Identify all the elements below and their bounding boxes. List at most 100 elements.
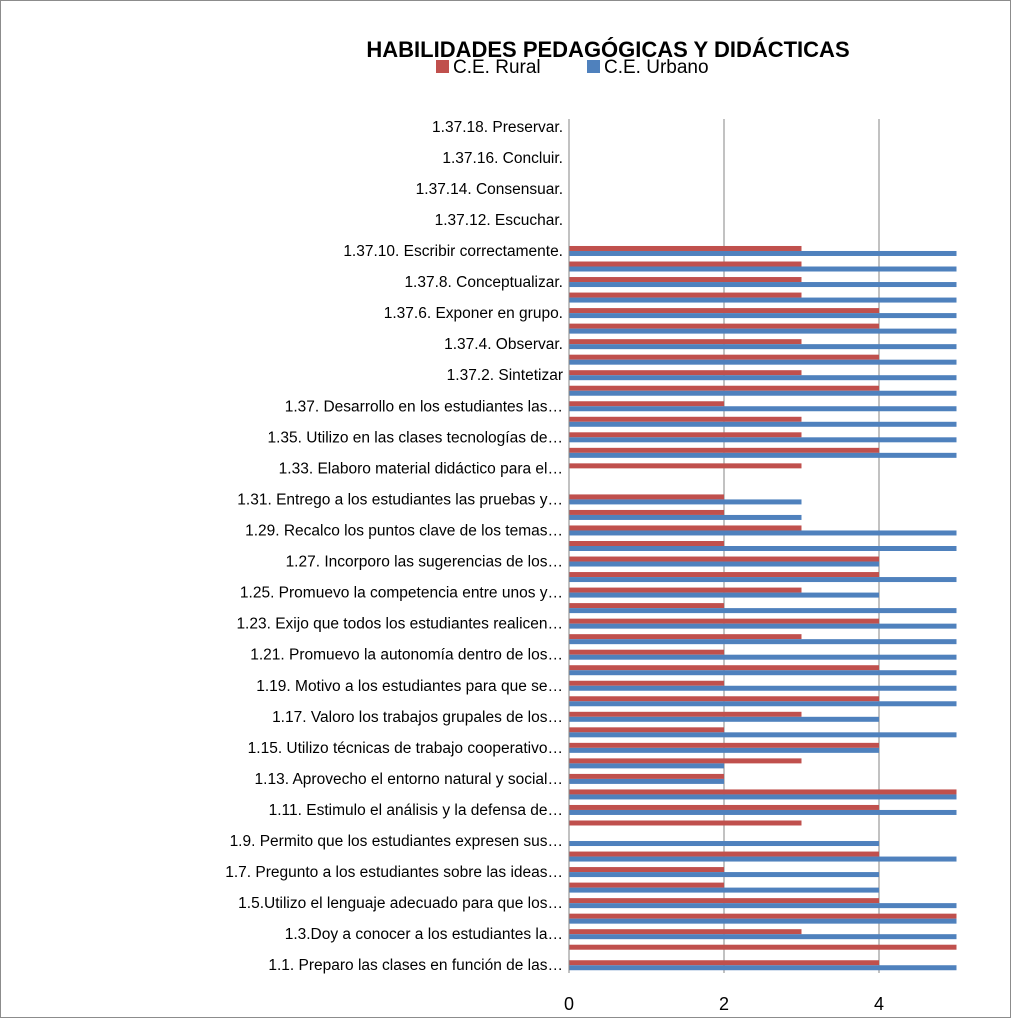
bar-rural-0 xyxy=(569,960,879,966)
bar-rural-26 xyxy=(569,556,879,562)
bar-rural-23 xyxy=(569,603,724,609)
bar-urbano-18 xyxy=(569,685,957,691)
x-tick-label: 2 xyxy=(719,994,729,1014)
bar-rural-43 xyxy=(569,292,802,298)
legend-swatch-urbano xyxy=(587,60,600,73)
bar-rural-17 xyxy=(569,696,879,702)
bar-urbano-20 xyxy=(569,654,957,660)
bar-urbano-19 xyxy=(569,670,957,676)
bar-urbano-23 xyxy=(569,608,957,614)
bar-rural-27 xyxy=(569,541,724,546)
bar-urbano-11 xyxy=(569,794,957,800)
bar-urbano-41 xyxy=(569,328,957,334)
bar-urbano-44 xyxy=(569,282,957,288)
bar-rural-4 xyxy=(569,898,879,904)
bar-urbano-35 xyxy=(569,421,957,427)
bar-rural-7 xyxy=(569,851,879,857)
category-label: 1.21. Promuevo la autonomía dentro de lo… xyxy=(250,647,563,664)
legend-label-rural: C.E. Rural xyxy=(453,57,541,78)
bar-rural-6 xyxy=(569,867,724,873)
bar-rural-32 xyxy=(569,463,802,469)
category-labels: 1.1. Preparo las clases en función de la… xyxy=(225,119,563,974)
bar-urbano-3 xyxy=(569,918,957,924)
bar-rural-22 xyxy=(569,618,879,624)
bar-urbano-24 xyxy=(569,592,879,598)
bar-rural-36 xyxy=(569,401,724,407)
bar-urbano-40 xyxy=(569,344,957,350)
bar-rural-15 xyxy=(569,727,724,733)
bar-urbano-17 xyxy=(569,701,957,707)
bar-urbano-12 xyxy=(569,778,724,784)
bar-rural-38 xyxy=(569,370,802,376)
bar-rural-9 xyxy=(569,820,802,826)
bar-rural-10 xyxy=(569,804,879,810)
bar-rural-19 xyxy=(569,665,879,671)
category-label: 1.37. Desarrollo en los estudiantes las… xyxy=(285,398,563,415)
category-label: 1.17. Valoro los trabajos grupales de lo… xyxy=(272,709,563,726)
category-label: 1.27. Incorporo las sugerencias de los… xyxy=(286,554,563,571)
category-label: 1.25. Promuevo la competencia entre unos… xyxy=(240,585,563,602)
category-label: 1.9. Permito que los estudiantes exprese… xyxy=(230,833,563,850)
category-label: 1.5.Utilizo el lenguaje adecuado para qu… xyxy=(238,895,563,912)
bar-urbano-29 xyxy=(569,514,802,520)
legend: C.E. Rural C.E. Urbano xyxy=(436,57,709,78)
bar-urbano-30 xyxy=(569,499,802,505)
bar-urbano-43 xyxy=(569,297,957,303)
bar-urbano-22 xyxy=(569,623,957,629)
bar-urbano-7 xyxy=(569,856,957,862)
bar-rural-34 xyxy=(569,432,802,438)
category-label: 1.37.16. Concluir. xyxy=(442,150,563,167)
bar-urbano-28 xyxy=(569,530,957,536)
bar-rural-11 xyxy=(569,789,957,795)
bar-rural-37 xyxy=(569,385,879,391)
bar-urbano-13 xyxy=(569,763,724,769)
category-label: 1.29. Recalco los puntos clave de los te… xyxy=(245,522,563,539)
bar-rural-20 xyxy=(569,649,724,655)
bar-rural-39 xyxy=(569,354,879,360)
bar-urbano-10 xyxy=(569,809,957,815)
category-label: 1.11. Estimulo el análisis y la defensa … xyxy=(269,802,563,819)
bar-urbano-46 xyxy=(569,250,957,256)
category-label: 1.37.14. Consensuar. xyxy=(416,181,563,198)
bar-urbano-6 xyxy=(569,872,879,878)
bar-rural-40 xyxy=(569,339,802,345)
category-label: 1.33. Elaboro material didáctico para el… xyxy=(279,460,563,477)
bar-rural-45 xyxy=(569,261,802,267)
bar-rural-25 xyxy=(569,572,879,578)
bar-urbano-45 xyxy=(569,266,957,272)
bar-rural-46 xyxy=(569,245,802,251)
bar-urbano-14 xyxy=(569,747,879,753)
bar-rural-2 xyxy=(569,929,802,935)
category-label: 1.15. Utilizo técnicas de trabajo cooper… xyxy=(248,740,563,757)
category-label: 1.19. Motivo a los estudiantes para que … xyxy=(256,678,563,695)
category-label: 1.37.12. Escuchar. xyxy=(435,212,563,229)
legend-swatch-rural xyxy=(436,60,449,73)
bar-rural-13 xyxy=(569,758,802,764)
category-label: 1.37.6. Exponer en grupo. xyxy=(384,305,563,322)
bar-urbano-0 xyxy=(569,965,957,971)
bar-urbano-26 xyxy=(569,561,879,567)
bar-rural-29 xyxy=(569,509,724,515)
bar-urbano-5 xyxy=(569,887,879,893)
bar-rural-33 xyxy=(569,447,879,453)
category-label: 1.31. Entrego a los estudiantes las prue… xyxy=(237,491,563,508)
bar-rural-30 xyxy=(569,494,724,500)
bar-rural-24 xyxy=(569,587,802,593)
bar-urbano-2 xyxy=(569,934,957,940)
chart-title: HABILIDADES PEDAGÓGICAS Y DIDÁCTICAS xyxy=(366,37,849,62)
bar-rural-3 xyxy=(569,913,957,919)
bar-rural-44 xyxy=(569,277,802,283)
bar-urbano-21 xyxy=(569,639,957,645)
x-tick-label: 4 xyxy=(874,994,884,1014)
category-label: 1.37.10. Escribir correctamente. xyxy=(343,243,563,260)
bar-rural-5 xyxy=(569,882,724,888)
bars xyxy=(569,245,957,971)
x-tick-labels: 0 2 4 xyxy=(564,994,884,1014)
bar-urbano-16 xyxy=(569,716,879,722)
category-label: 1.37.8. Conceptualizar. xyxy=(404,274,563,291)
category-label: 1.13. Aprovecho el entorno natural y soc… xyxy=(255,771,563,788)
legend-label-urbano: C.E. Urbano xyxy=(604,57,709,78)
category-label: 1.35. Utilizo en las clases tecnologías … xyxy=(267,429,563,446)
